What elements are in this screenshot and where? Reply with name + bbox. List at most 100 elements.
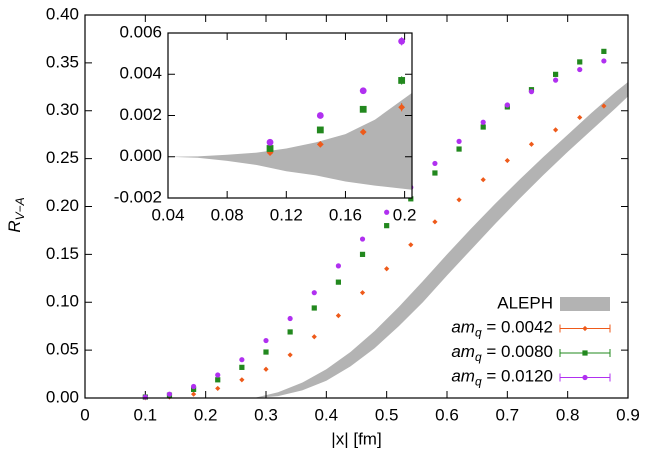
point xyxy=(504,102,510,108)
frame xyxy=(167,32,413,199)
point xyxy=(266,145,274,152)
x-tick-label: 0.8 xyxy=(556,405,580,424)
point xyxy=(191,386,197,392)
x-axis-label: |x| [fm] xyxy=(331,429,381,448)
x-tick-label: 0.7 xyxy=(496,405,520,424)
point xyxy=(266,138,274,146)
point xyxy=(456,197,462,203)
point xyxy=(215,377,221,383)
point xyxy=(359,251,366,257)
x-tick-label: 0.1 xyxy=(134,405,158,424)
point xyxy=(480,124,486,130)
point xyxy=(287,329,293,335)
point xyxy=(577,59,583,65)
point xyxy=(553,127,559,133)
point xyxy=(504,157,510,164)
point xyxy=(577,114,583,121)
point xyxy=(456,146,462,152)
legend-swatch xyxy=(560,297,610,311)
point xyxy=(316,112,324,119)
point xyxy=(577,66,583,73)
point xyxy=(582,374,588,381)
frame xyxy=(84,14,629,399)
point xyxy=(287,352,293,358)
legend-label: ALEPH xyxy=(497,293,553,312)
point xyxy=(553,77,559,83)
y-tick-label: 0.35 xyxy=(46,52,79,71)
point xyxy=(335,263,341,269)
point xyxy=(316,126,324,134)
x-tick-label: 0.2 xyxy=(194,405,218,424)
point xyxy=(384,209,390,215)
point xyxy=(359,236,366,242)
point xyxy=(263,349,269,355)
point xyxy=(287,315,293,322)
y-tick-label: -0.002 xyxy=(114,187,162,206)
y-tick-label: 0.30 xyxy=(46,100,79,119)
point xyxy=(582,350,588,356)
y-tick-label: 0.000 xyxy=(119,146,162,165)
x-tick-label: 0 xyxy=(80,405,89,424)
point xyxy=(432,160,438,167)
point xyxy=(408,242,414,248)
point xyxy=(359,105,367,113)
y-tick-label: 0.10 xyxy=(46,292,79,311)
x-tick-label: 0.5 xyxy=(375,405,399,424)
y-tick-label: 0.00 xyxy=(46,387,79,406)
legend-label: amq = 0.0120 xyxy=(451,367,553,389)
x-tick-label: 0.3 xyxy=(254,405,278,424)
point xyxy=(398,37,406,45)
point xyxy=(528,141,535,147)
point xyxy=(191,383,197,390)
y-tick-label: 0.004 xyxy=(119,64,162,83)
x-tick-label: 0.9 xyxy=(616,405,640,424)
point xyxy=(215,372,221,378)
y-tick-label: 0.20 xyxy=(46,196,79,215)
point xyxy=(311,290,317,296)
point xyxy=(239,357,245,363)
point xyxy=(480,119,486,125)
point xyxy=(316,140,324,148)
point xyxy=(384,223,390,229)
point xyxy=(359,87,367,95)
point xyxy=(528,89,535,95)
point xyxy=(398,77,406,84)
x-tick-label: 0.4 xyxy=(315,405,339,424)
point xyxy=(553,71,559,77)
point xyxy=(335,279,341,285)
x-tick-label: 0.12 xyxy=(270,205,303,224)
point xyxy=(239,364,245,370)
legend-label: amq = 0.0042 xyxy=(451,318,553,340)
point xyxy=(601,103,607,109)
point xyxy=(359,128,367,136)
point xyxy=(601,48,607,54)
y-tick-label: 0.25 xyxy=(46,148,79,167)
y-axis-label: RV−A xyxy=(5,197,27,232)
point xyxy=(432,219,438,225)
point xyxy=(384,266,390,272)
y-tick-label: 0.006 xyxy=(119,22,162,41)
y-tick-label: 0.002 xyxy=(119,105,162,124)
x-tick-label: 0.6 xyxy=(435,405,459,424)
y-tick-label: 0.05 xyxy=(46,340,79,359)
point xyxy=(239,377,245,383)
x-tick-label: 0.16 xyxy=(329,205,362,224)
point xyxy=(359,290,366,296)
point xyxy=(166,391,173,397)
point xyxy=(432,170,438,176)
point xyxy=(480,177,486,183)
point xyxy=(263,366,269,372)
y-tick-label: 0.15 xyxy=(46,244,79,263)
point xyxy=(601,58,607,64)
point xyxy=(582,325,588,332)
point xyxy=(263,337,269,344)
band xyxy=(168,92,412,190)
point xyxy=(398,103,406,111)
point xyxy=(191,391,197,397)
y-tick-label: 0.40 xyxy=(46,4,79,23)
x-tick-label: 0.08 xyxy=(211,205,244,224)
x-tick-label: 0.04 xyxy=(151,205,184,224)
point xyxy=(311,305,317,311)
point xyxy=(311,334,317,340)
